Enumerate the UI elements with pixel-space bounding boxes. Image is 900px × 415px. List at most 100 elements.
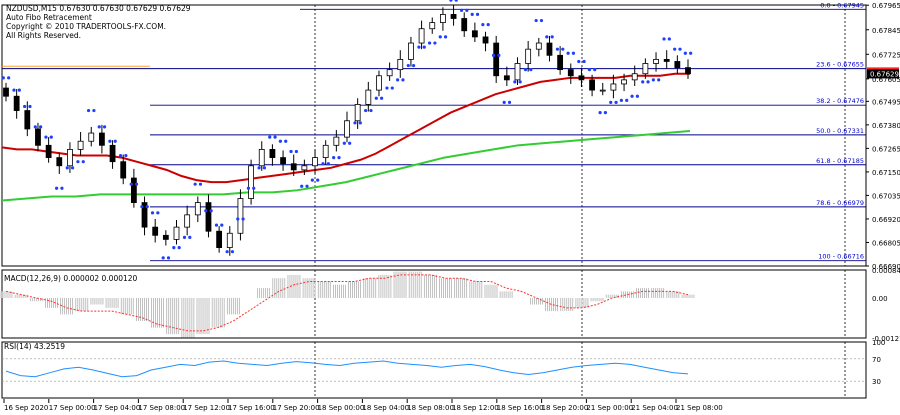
psar-dot — [571, 51, 576, 55]
price-tick-label: 0.66805 — [872, 239, 900, 247]
candle-body — [194, 202, 201, 216]
psar-dot — [646, 80, 650, 84]
candle-body — [205, 202, 212, 232]
time-tick-label: 18 Sep 12:00 — [452, 404, 499, 412]
candle-body — [312, 157, 318, 167]
psar-dot — [332, 155, 336, 160]
psar-dot — [433, 41, 437, 45]
psar-dot — [188, 235, 192, 239]
psar-dot — [262, 166, 267, 170]
psar-dot — [65, 166, 69, 170]
rsi-tick-label: 70 — [872, 356, 881, 364]
fibo-levels: 0.0 - 0.67945 23.6 - 0.67655 38.2 - 0.6747… — [2, 1, 866, 262]
candle-body — [674, 61, 681, 68]
psar-dot — [161, 256, 165, 260]
candle-body — [184, 214, 191, 228]
psar-dot — [497, 53, 501, 57]
candle-body — [301, 165, 308, 171]
price-tick-label: 0.67035 — [872, 192, 900, 200]
psar-dot — [294, 149, 298, 154]
psar-dot — [401, 78, 405, 82]
time-tick-label: 17 Sep 04:00 — [94, 404, 141, 412]
psar-dot — [641, 80, 645, 84]
psar-dot — [683, 51, 687, 55]
candle-body — [503, 75, 510, 81]
candle-body — [376, 75, 382, 91]
candle-body — [109, 144, 116, 163]
rsi-panel-frame — [1, 341, 867, 399]
psar-dot — [214, 223, 219, 227]
psar-dot — [182, 235, 187, 239]
candle-body — [653, 59, 659, 64]
psar-dot — [23, 104, 27, 109]
candle-body — [56, 157, 63, 167]
candle-body — [557, 54, 564, 71]
candle-body — [280, 157, 286, 165]
moving-averages — [1, 72, 691, 202]
time-tick-label: 21 Sep 00:00 — [586, 404, 633, 412]
candle-body — [418, 28, 425, 44]
psar-dot — [150, 211, 155, 215]
psar-dot — [390, 86, 394, 90]
candle-body — [599, 89, 606, 92]
fibo-level-label: 100 - 0.66716 — [818, 253, 864, 261]
candle-body — [237, 198, 244, 234]
psar-dot — [252, 186, 256, 190]
candle-body — [45, 144, 52, 158]
psar-dot — [124, 153, 128, 158]
psar-dot — [289, 149, 293, 154]
psar-dot — [380, 96, 384, 100]
candle-body — [578, 75, 585, 81]
psar-dot — [465, 8, 469, 12]
candle-body — [120, 161, 127, 179]
time-tick-label: 17 Sep 08:00 — [138, 404, 185, 412]
candle-body — [493, 42, 500, 77]
candle-body — [130, 177, 137, 203]
price-tag-bg — [867, 69, 899, 79]
psar-dot — [28, 104, 32, 109]
candle-body — [248, 165, 254, 199]
psar-dot — [129, 182, 133, 186]
candle-body — [482, 36, 489, 44]
psar-dot — [364, 108, 368, 113]
rsi-line — [5, 360, 689, 378]
time-tick-label: 18 Sep 20:00 — [542, 404, 589, 412]
candle-body — [408, 42, 414, 60]
candle-body — [13, 95, 20, 111]
psar-dot — [204, 209, 208, 213]
psar-dot — [49, 135, 53, 139]
fibo-level-label: 61.8 - 0.67185 — [816, 157, 864, 165]
candle-body — [173, 226, 180, 240]
candle-body — [365, 89, 372, 105]
psar-dot — [209, 209, 213, 213]
candle-body — [461, 18, 468, 32]
psar-dot — [76, 160, 80, 164]
psar-dot — [353, 121, 357, 125]
candle-body — [610, 83, 617, 91]
psar-dot — [71, 166, 75, 170]
candle-body — [290, 163, 297, 171]
psar-dot — [172, 245, 176, 250]
psar-dot — [97, 125, 101, 129]
psar-dot — [166, 256, 171, 260]
candle-body — [162, 234, 169, 240]
psar-dot — [438, 35, 442, 39]
psar-dot — [491, 53, 496, 57]
candle-body — [642, 63, 649, 75]
psar-dot — [193, 182, 197, 186]
psar-dot — [486, 23, 490, 27]
indicator-rights: All Rights Reserved. — [6, 31, 81, 40]
psar-dot — [566, 51, 570, 55]
psar-dot — [502, 100, 506, 104]
psar-dot — [662, 37, 666, 41]
candle-body — [567, 69, 574, 77]
candle-body — [141, 202, 148, 228]
price-tick-label: 0.67380 — [872, 122, 900, 130]
candle-body — [397, 59, 404, 71]
psar-dot — [412, 63, 416, 68]
candle-body — [99, 132, 105, 146]
psar-dot — [587, 68, 592, 72]
